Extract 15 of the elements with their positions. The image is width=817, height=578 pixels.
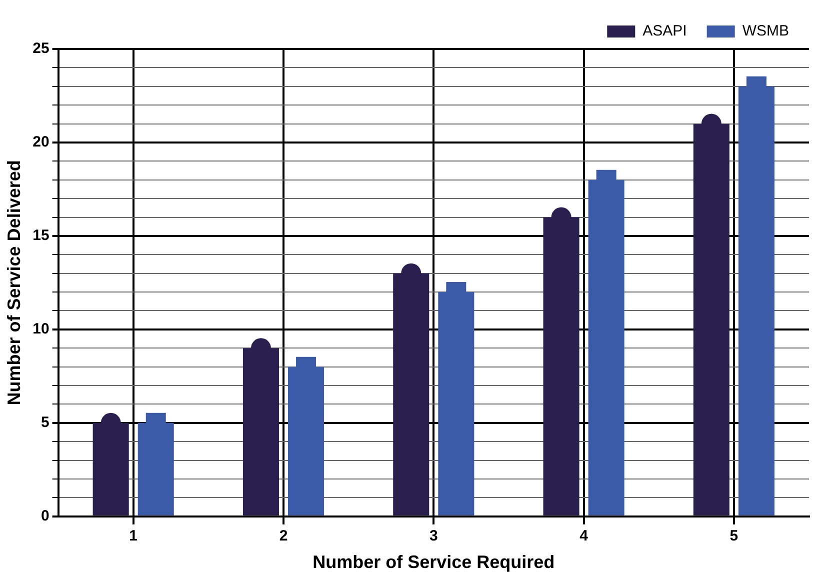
legend-label: ASAPI — [642, 22, 687, 40]
x-tick-label: 5 — [730, 528, 738, 545]
y-axis-title: Number of Service Delivered — [4, 160, 24, 406]
y-tick-label: 0 — [40, 508, 50, 525]
x-tick-label: 3 — [429, 528, 438, 545]
x-axis-title: Number of Service Required — [312, 552, 555, 572]
y-tick-label: 20 — [32, 134, 50, 151]
legend-label: WSMB — [742, 22, 790, 40]
x-tick-label: 1 — [129, 528, 138, 545]
x-tick-label: 2 — [279, 528, 288, 545]
y-tick-label: 5 — [40, 414, 50, 432]
x-tick-label: 4 — [580, 528, 589, 545]
y-tick-label: 25 — [32, 40, 50, 58]
y-tick-label: 10 — [32, 320, 50, 338]
y-tick-label: 15 — [32, 227, 50, 244]
